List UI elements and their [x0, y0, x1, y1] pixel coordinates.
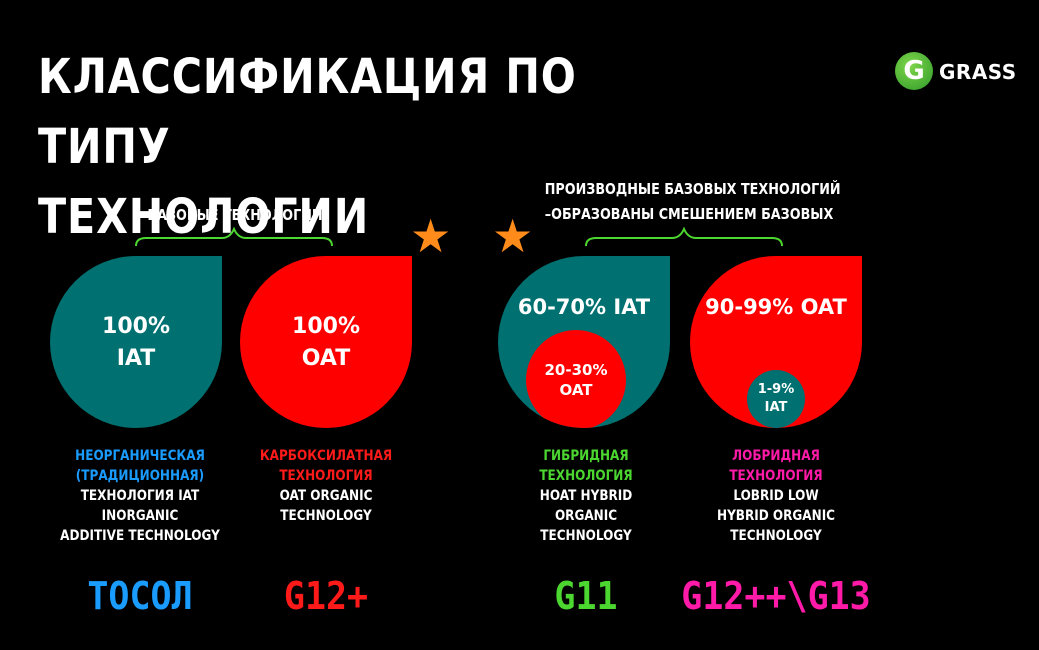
hybrid-drop-percent: 60-70% IAT [517, 295, 651, 319]
iat-desc-white-1: ТЕХНОЛОГИЯ IAT [80, 488, 200, 504]
iat-description: НЕОРГАНИЧЕСКАЯ (ТРАДИЦИОННАЯ) ТЕХНОЛОГИЯ… [54, 446, 226, 546]
hybrid-desc-colored-2: ТЕХНОЛОГИЯ [539, 468, 633, 484]
iat-desc-colored-2: (ТРАДИЦИОННАЯ) [75, 468, 205, 484]
star-icon: ★ [492, 209, 534, 263]
title-line-2: ТЕХНОЛОГИИ [38, 189, 370, 245]
base-group-label: БАЗОВЫЕ ТЕХНОЛОГИИ [147, 206, 323, 224]
oat-description: КАРБОКСИЛАТНАЯ ТЕХНОЛОГИЯ OAT ORGANIC TE… [240, 446, 412, 526]
hybrid-desc-white-2: ORGANIC [554, 508, 618, 524]
derived-group-brace [585, 226, 783, 247]
base-group-brace [135, 226, 333, 247]
hybrid-desc-colored-1: ГИБРИДНАЯ [543, 448, 629, 464]
iat-drop-percent: 100% [102, 314, 170, 339]
lobrid-desc-white-2: HYBRID ORGANIC [716, 508, 836, 524]
derived-group-label-line-1: ПРОИЗВОДНЫЕ БАЗОВЫХ ТЕХНОЛОГИЙ [544, 180, 841, 198]
hybrid-inner-percent: 20-30% [544, 361, 608, 379]
grass-g-logo-icon: G [895, 52, 933, 90]
oat-desc-colored-2: ТЕХНОЛОГИЯ [279, 468, 373, 484]
hybrid-inner-oat-circle: 20-30% OAT [526, 330, 626, 428]
oat-desc-white-2: TECHNOLOGY [280, 508, 372, 524]
lobrid-desc-colored-1: ЛОБРИДНАЯ [732, 448, 820, 464]
iat-desc-white-2: INORGANIC [101, 508, 179, 524]
lobrid-drop-percent: 90-99% OAT [705, 295, 847, 319]
lobrid-desc-white-1: LOBRID LOW [733, 488, 819, 504]
code-g11: G11 [554, 574, 618, 618]
lobrid-drop: 90-99% OAT 1-9% IAT [690, 256, 862, 428]
iat-desc-colored-1: НЕОРГАНИЧЕСКАЯ [75, 448, 205, 464]
lobrid-inner-percent: 1-9% [757, 382, 795, 397]
iat-drop-label: IAT [116, 346, 156, 371]
code-tosol: ТОСОЛ [87, 574, 193, 618]
page-title: КЛАССИФИКАЦИЯ ПО ТИПУ ТЕХНОЛОГИИ [38, 42, 692, 252]
oat-drop: 100% OAT [240, 256, 412, 428]
oat-desc-colored-1: КАРБОКСИЛАТНАЯ [259, 448, 393, 464]
title-line-1: КЛАССИФИКАЦИЯ ПО ТИПУ [38, 49, 577, 175]
derived-group-label-line-2: –ОБРАЗОВАНЫ СМЕШЕНИЕМ БАЗОВЫХ [544, 205, 834, 223]
hybrid-description: ГИБРИДНАЯ ТЕХНОЛОГИЯ HOAT HYBRID ORGANIC… [500, 446, 672, 546]
logo-text: GRASS [939, 60, 1017, 84]
hybrid-desc-white-1: HOAT HYBRID [539, 488, 633, 504]
oat-desc-white-1: OAT ORGANIC [279, 488, 373, 504]
code-g12-plus: G12+ [283, 574, 369, 618]
lobrid-desc-white-3: TECHNOLOGY [730, 528, 822, 544]
oat-drop-label: OAT [301, 346, 351, 371]
lobrid-inner-label: IAT [764, 400, 788, 415]
iat-desc-white-3: ADDITIVE TECHNOLOGY [60, 528, 220, 544]
hybrid-drop: 60-70% IAT 20-30% OAT [498, 256, 670, 428]
lobrid-inner-iat-circle: 1-9% IAT [747, 370, 805, 428]
hybrid-desc-white-3: TECHNOLOGY [540, 528, 632, 544]
hybrid-inner-label: OAT [559, 381, 593, 399]
code-g12-plusplus-g13: G12++\G13 [681, 574, 871, 618]
star-icon: ★ [410, 209, 452, 263]
lobrid-description: ЛОБРИДНАЯ ТЕХНОЛОГИЯ LOBRID LOW HYBRID O… [690, 446, 862, 546]
oat-drop-percent: 100% [292, 314, 360, 339]
lobrid-desc-colored-2: ТЕХНОЛОГИЯ [729, 468, 823, 484]
iat-drop: 100% IAT [50, 256, 222, 428]
grass-logo: G GRASS [895, 52, 1025, 92]
